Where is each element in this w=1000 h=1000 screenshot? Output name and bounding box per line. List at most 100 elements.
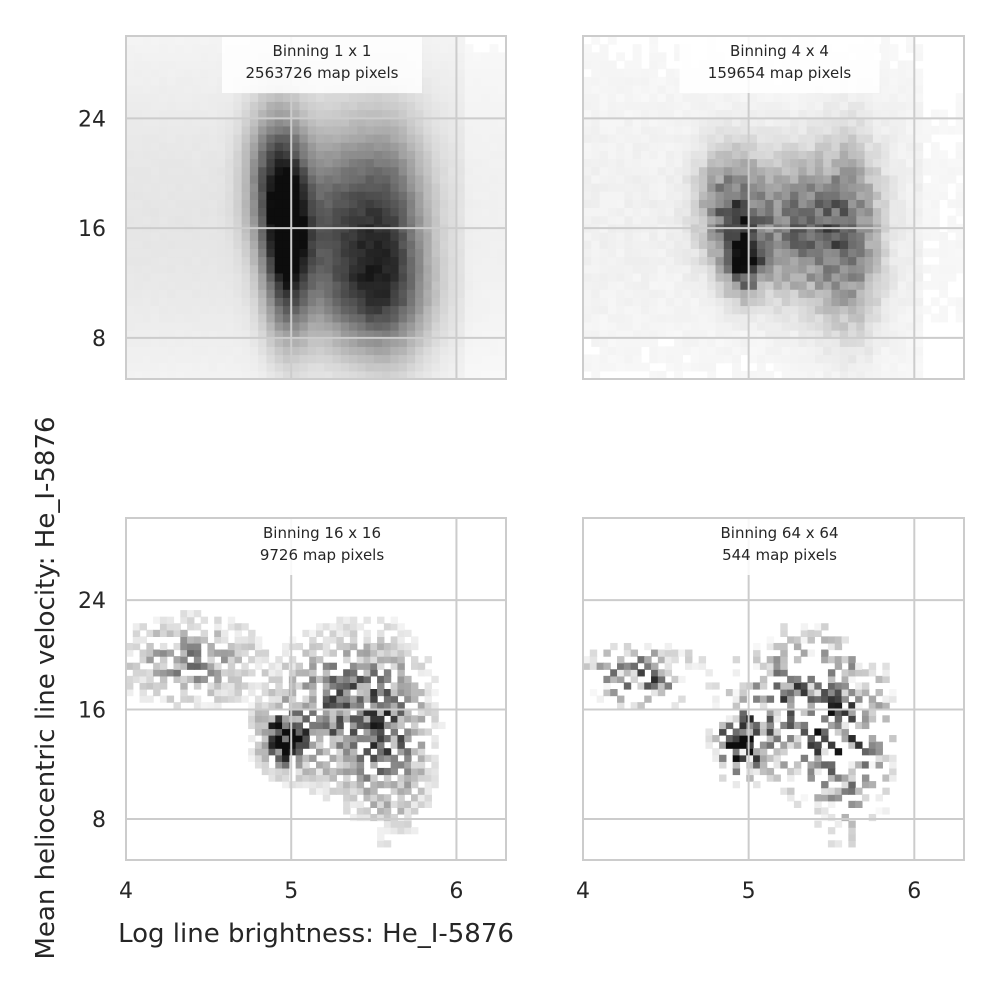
- heatmap-cell: [302, 735, 310, 743]
- heatmap-cell: [397, 656, 405, 664]
- heatmap-cell: [258, 199, 268, 209]
- heatmap-cell: [834, 695, 843, 703]
- heatmap-cell: [732, 125, 741, 135]
- heatmap-cell: [142, 370, 152, 379]
- heatmap-cell: [872, 150, 882, 160]
- heatmap-cell: [489, 183, 499, 192]
- heatmap-cell: [637, 702, 645, 710]
- heatmap-cell: [216, 289, 226, 298]
- heatmap-cell: [227, 656, 236, 664]
- heatmap-cell: [464, 93, 474, 102]
- heatmap-cell: [423, 36, 433, 45]
- heatmap-cell: [740, 248, 750, 258]
- heatmap-cell: [632, 256, 642, 266]
- heatmap-cell: [632, 338, 642, 347]
- heatmap-cell: [691, 662, 700, 670]
- heatmap-cell: [216, 297, 226, 307]
- heatmap-cell: [383, 735, 392, 743]
- heatmap-cell: [831, 232, 841, 241]
- heatmap-cell: [748, 191, 758, 200]
- heatmap-cell: [947, 125, 957, 135]
- heatmap-cell: [914, 272, 924, 282]
- heatmap-cell: [398, 264, 408, 274]
- heatmap-cell: [404, 675, 412, 684]
- heatmap-cell: [159, 183, 168, 192]
- heatmap-cell: [390, 191, 400, 200]
- heatmap-cell: [288, 695, 297, 703]
- heatmap-cell: [798, 158, 808, 168]
- heatmap-cell: [216, 370, 226, 379]
- heatmap-cell: [423, 76, 433, 86]
- heatmap-cell: [856, 93, 866, 102]
- heatmap-cell: [599, 297, 609, 307]
- heatmap-cell: [864, 240, 874, 249]
- heatmap-cell: [411, 767, 419, 776]
- heatmap-cell: [489, 158, 499, 168]
- heatmap-cell: [583, 662, 591, 670]
- heatmap-cell: [607, 68, 617, 78]
- heatmap-cell: [448, 174, 458, 184]
- heatmap-cell: [497, 52, 506, 62]
- heatmap-cell: [309, 662, 317, 670]
- heatmap-cell: [193, 702, 202, 710]
- heatmap-cell: [324, 321, 334, 331]
- heatmap-cell: [583, 85, 592, 94]
- heatmap-cell: [599, 354, 609, 364]
- heatmap-cell: [406, 338, 416, 347]
- heatmap-cell: [216, 183, 226, 192]
- heatmap-cell: [939, 109, 949, 119]
- heatmap-cell: [254, 649, 263, 657]
- heatmap-cell: [632, 109, 642, 119]
- heatmap-cell: [365, 370, 375, 379]
- heatmap-cell: [406, 354, 416, 364]
- heatmap-cell: [806, 362, 816, 372]
- heatmap-cell: [773, 240, 783, 249]
- heatmap-cell: [674, 240, 683, 249]
- heatmap-cell: [698, 662, 707, 670]
- heatmap-cell: [390, 109, 400, 119]
- heatmap-cell: [175, 36, 185, 45]
- heatmap-cell: [142, 60, 152, 70]
- heatmap-cell: [316, 117, 325, 127]
- heatmap-cell: [150, 232, 160, 241]
- heatmap-cell: [332, 313, 342, 323]
- heatmap-cell: [343, 748, 351, 756]
- heatmap-cell: [651, 689, 659, 697]
- heatmap-cell: [216, 272, 226, 282]
- heatmap-cell: [690, 117, 700, 127]
- heatmap-cell: [698, 346, 708, 356]
- heatmap-cell: [258, 362, 268, 372]
- heatmap-cell: [831, 240, 841, 249]
- heatmap-cell: [167, 166, 177, 176]
- heatmap-cell: [365, 174, 375, 184]
- heatmap-cell: [800, 754, 809, 762]
- heatmap-cell: [299, 109, 309, 119]
- heatmap-cell: [939, 305, 949, 315]
- heatmap-cell: [906, 60, 915, 70]
- heatmap-cell: [814, 199, 824, 209]
- heatmap-cell: [357, 289, 367, 298]
- heatmap-cell: [707, 207, 717, 217]
- heatmap-cell: [930, 264, 940, 274]
- heatmap-cell: [382, 215, 391, 225]
- heatmap-cell: [159, 305, 168, 315]
- heatmap-cell: [872, 321, 882, 331]
- heatmap-cell: [431, 199, 441, 209]
- heatmap-cell: [881, 264, 891, 274]
- heatmap-cell: [814, 321, 824, 331]
- heatmap-cell: [732, 728, 741, 736]
- heatmap-cell: [823, 199, 833, 209]
- heatmap-cell: [616, 101, 626, 111]
- heatmap-cell: [175, 256, 185, 266]
- heatmap-cell: [390, 330, 400, 339]
- heatmap-cell: [363, 649, 371, 657]
- heatmap-cell: [856, 101, 866, 111]
- heatmap-cell: [448, 183, 458, 192]
- heatmap-cell: [839, 264, 849, 274]
- heatmap-cell: [192, 305, 201, 315]
- heatmap-cell: [167, 174, 177, 184]
- heatmap-cell: [258, 240, 268, 249]
- heatmap-cell: [322, 702, 331, 710]
- heatmap-cell: [291, 109, 301, 119]
- heatmap-cell: [249, 142, 259, 151]
